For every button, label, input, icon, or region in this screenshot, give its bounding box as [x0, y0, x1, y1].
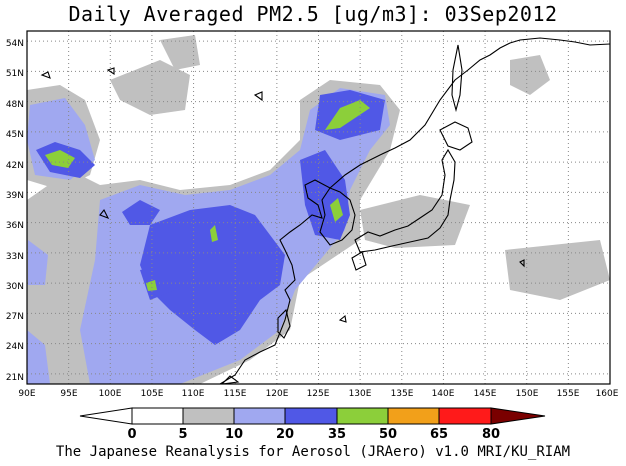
lat-label: 39N — [6, 191, 24, 201]
pm25-35-50-zone — [45, 100, 370, 291]
credit-line: The Japanese Reanalysis for Aerosol (JRA… — [55, 444, 571, 460]
colorbar-label: 10 — [225, 427, 243, 442]
lat-label: 51N — [6, 69, 24, 79]
lon-label: 140E — [432, 389, 455, 399]
lon-label: 150E — [516, 389, 539, 399]
lat-label: 54N — [6, 39, 24, 49]
colorbar-below-min-triangle — [79, 407, 133, 425]
lat-label: 48N — [6, 100, 24, 110]
colorbar — [79, 407, 546, 425]
lon-label: 125E — [307, 389, 330, 399]
colorbar-label: 35 — [328, 427, 346, 442]
lat-label: 42N — [6, 161, 24, 171]
colorbar-box — [284, 407, 338, 425]
coastlines — [40, 37, 610, 384]
lon-label: 95E — [60, 389, 77, 399]
colorbar-label: 50 — [379, 427, 397, 442]
lon-label: 115E — [224, 389, 247, 399]
colorbar-box — [387, 407, 440, 425]
colorbar-box — [131, 407, 184, 425]
colorbar-box — [182, 407, 235, 425]
lon-label: 105E — [141, 389, 164, 399]
lon-label: 135E — [391, 389, 414, 399]
colorbar-box — [233, 407, 286, 425]
colorbar-label: 0 — [127, 427, 136, 442]
lon-label: 100E — [99, 389, 122, 399]
lon-label: 120E — [266, 389, 289, 399]
latitude-labels: 21N 24N 27N 30N 33N 36N 39N 42N 45N 48N … — [6, 39, 24, 383]
colorbar-labels: 0 5 10 20 35 50 65 80 — [127, 427, 500, 442]
colorbar-above-max-triangle — [490, 407, 546, 425]
map-frame — [26, 30, 611, 385]
colorbar-label: 20 — [276, 427, 294, 442]
lat-label: 36N — [6, 221, 24, 231]
colorbar-box — [336, 407, 389, 425]
colorbar-label: 65 — [430, 427, 448, 442]
longitude-labels: 90E 95E 100E 105E 110E 115E 120E 125E 13… — [18, 389, 618, 399]
lon-label: 130E — [349, 389, 372, 399]
lat-label: 45N — [6, 130, 24, 140]
lon-label: 160E — [596, 389, 619, 399]
lon-label: 155E — [557, 389, 580, 399]
lon-label: 145E — [474, 389, 497, 399]
colorbar-label: 80 — [482, 427, 500, 442]
lat-label: 21N — [6, 373, 24, 383]
colorbar-label: 5 — [178, 427, 187, 442]
colorbar-box — [438, 407, 492, 425]
lat-label: 33N — [6, 252, 24, 262]
lat-label: 27N — [6, 312, 24, 322]
lat-label: 24N — [6, 342, 24, 352]
map-title: Daily Averaged PM2.5 [ug/m3]: 03Sep2012 — [68, 2, 558, 26]
lon-label: 90E — [18, 389, 35, 399]
lat-label: 30N — [6, 282, 24, 292]
lon-label: 110E — [182, 389, 205, 399]
